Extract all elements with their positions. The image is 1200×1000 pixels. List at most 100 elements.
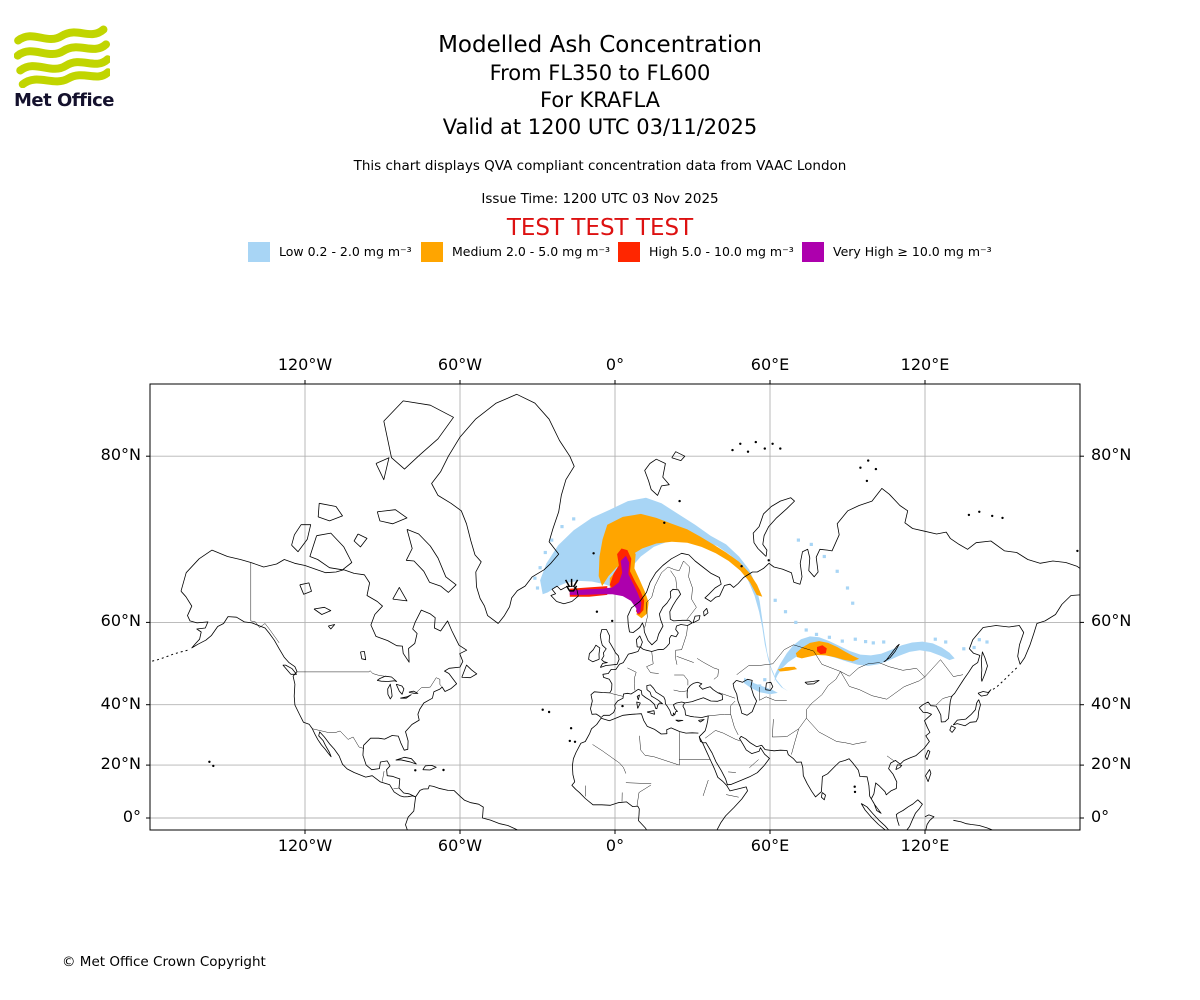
coastline — [299, 582, 312, 595]
country-border — [312, 728, 364, 749]
small-island-dot — [978, 510, 981, 513]
coastline — [895, 799, 923, 831]
legend: Low 0.2 - 2.0 mg m⁻³ Medium 2.0 - 5.0 mg … — [0, 241, 1200, 263]
legend-item-high: High 5.0 - 10.0 mg m⁻³ — [618, 241, 794, 262]
coastline — [925, 769, 932, 782]
small-island-dot — [595, 610, 599, 613]
small-island-dot — [779, 447, 782, 450]
coastline — [309, 532, 353, 571]
ash-speckle — [827, 635, 831, 639]
country-border — [696, 658, 719, 680]
axis-label: 120°W — [277, 355, 333, 374]
axis-label: 0° — [605, 355, 625, 374]
country-border — [886, 755, 895, 762]
country-border — [675, 625, 688, 665]
coastline — [671, 451, 686, 461]
small-island-dot — [547, 710, 551, 714]
coastline — [387, 683, 393, 700]
coastline — [804, 680, 820, 685]
ash-speckle — [944, 640, 948, 644]
axis-label: 40°N — [100, 693, 141, 713]
ash-speckle — [814, 632, 819, 636]
coastline — [405, 796, 416, 831]
world-map — [146, 380, 1084, 834]
coastline — [590, 646, 685, 718]
coastline — [646, 710, 655, 715]
country-border — [718, 692, 736, 699]
ash-speckle — [533, 576, 537, 580]
small-island-dot — [541, 708, 544, 711]
flight-levels-line: From FL350 to FL600 — [489, 61, 711, 85]
small-island-dot — [771, 442, 774, 445]
small-island-dot — [740, 565, 743, 568]
coastline — [327, 624, 336, 630]
coastline — [422, 765, 437, 771]
ash-speckle — [933, 637, 937, 641]
ash-speckle — [543, 550, 547, 555]
coastline — [360, 651, 367, 661]
country-border — [736, 644, 841, 675]
coastline — [282, 664, 297, 675]
small-island-dot — [967, 513, 971, 517]
legend-item-medium: Medium 2.0 - 5.0 mg m⁻³ — [421, 241, 610, 262]
qva-compliance-note: This chart displays QVA compliant concen… — [353, 158, 847, 174]
coastline — [291, 524, 312, 553]
coastline — [752, 497, 795, 557]
country-border — [772, 719, 799, 738]
coastline — [383, 400, 454, 470]
ash-speckle — [763, 678, 767, 682]
ash-speckle — [882, 640, 886, 644]
small-island-dot — [573, 740, 577, 743]
axis-label: 0° — [1091, 807, 1110, 826]
axis-label: 60°E — [750, 355, 790, 374]
ash-speckle — [773, 598, 777, 602]
met-office-waves-icon — [14, 25, 110, 88]
coastline — [571, 717, 647, 831]
ash-speckle — [804, 628, 808, 632]
ash-speckle — [835, 569, 839, 573]
coastline — [636, 701, 641, 709]
small-island-dot — [874, 467, 878, 471]
axis-label: 120°E — [900, 355, 950, 374]
country-border — [639, 735, 680, 766]
country-border — [708, 700, 736, 717]
legend-swatch-low — [248, 241, 270, 262]
small-island-dot — [867, 459, 870, 462]
coastline — [588, 644, 601, 663]
coastline — [599, 629, 620, 668]
country-border — [625, 782, 652, 784]
country-border — [636, 784, 652, 806]
country-border — [730, 714, 739, 736]
country-border — [393, 787, 400, 790]
ash-speckle — [796, 538, 800, 542]
country-border — [726, 794, 739, 798]
coastline — [895, 764, 903, 771]
ash-speckle — [538, 566, 542, 570]
small-island-dot — [763, 447, 766, 450]
met-office-wordmark: Met Office — [14, 90, 115, 111]
ash-speckle — [977, 638, 981, 642]
axis-label: 60°W — [437, 836, 483, 855]
legend-item-very_high: Very High ≥ 10.0 mg m⁻³ — [802, 241, 992, 262]
coastline — [953, 699, 981, 727]
coastline — [692, 615, 701, 624]
coastline — [392, 587, 408, 602]
coastline — [461, 664, 478, 679]
country-border — [646, 651, 659, 674]
coastline — [821, 792, 826, 801]
coastline — [375, 457, 390, 481]
axis-label: 80°N — [1091, 445, 1132, 465]
legend-label-high: High 5.0 - 10.0 mg m⁻³ — [649, 244, 794, 259]
legend-label-medium: Medium 2.0 - 5.0 mg m⁻³ — [452, 244, 611, 259]
coastline — [644, 458, 670, 496]
country-border — [840, 662, 926, 700]
country-border — [705, 730, 741, 742]
small-island-dot — [1001, 516, 1004, 520]
coastline — [408, 690, 419, 694]
legend-label-very_high: Very High ≥ 10.0 mg m⁻³ — [833, 244, 992, 259]
island-chain — [151, 649, 188, 662]
country-border — [592, 744, 627, 774]
ash-speckle — [845, 586, 850, 590]
small-island-dot — [592, 552, 595, 555]
legend-swatch-high — [618, 241, 640, 262]
